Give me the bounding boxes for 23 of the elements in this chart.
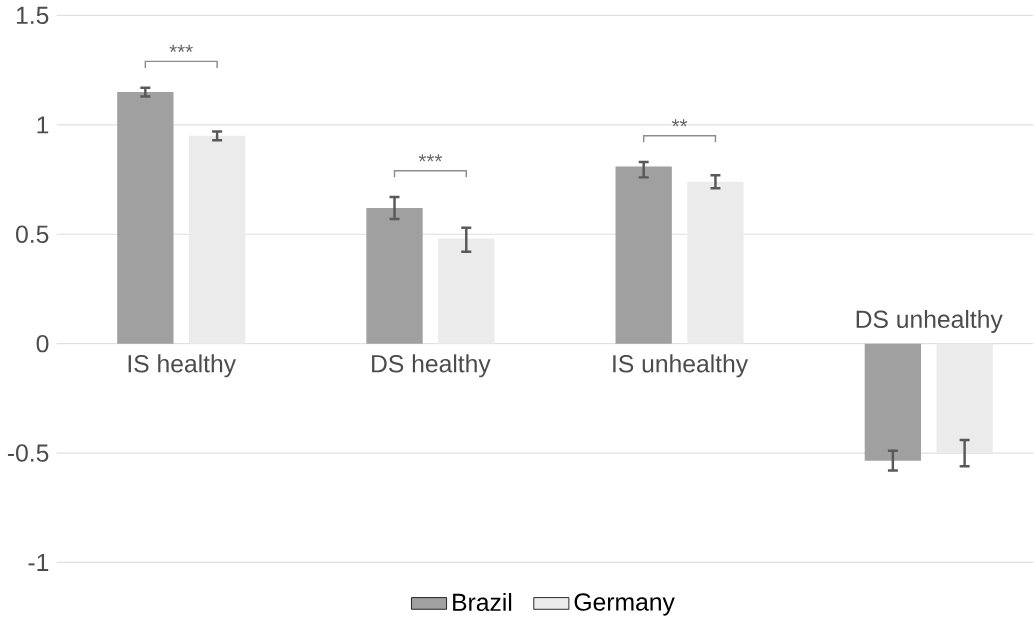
bar — [188, 135, 246, 344]
x-tick-label: IS unhealthy — [613, 354, 749, 378]
bar — [864, 343, 922, 461]
annotation: ** — [671, 119, 688, 127]
y-tick-label: -1 — [28, 553, 49, 571]
y-tick-label: -0.5 — [7, 444, 49, 462]
bar — [936, 343, 993, 453]
bar — [438, 238, 495, 344]
y-tick-label: 0 — [36, 334, 49, 353]
x-tick-label: DS unhealthy — [856, 309, 1003, 333]
x-tick-label: DS healthy — [372, 354, 491, 378]
y-tick-label: 1.5 — [16, 6, 49, 24]
bar — [366, 207, 423, 344]
annotation: *** — [169, 44, 193, 52]
legend-label: Brazil — [453, 592, 512, 611]
bar — [117, 91, 174, 344]
legend-label: Germany — [574, 593, 675, 616]
y-tick-label: 0.5 — [16, 225, 49, 243]
bar — [687, 181, 744, 344]
annotation: *** — [418, 154, 443, 162]
x-tick-label: IS healthy — [128, 354, 237, 378]
bar — [615, 166, 672, 344]
y-tick-label: 1 — [37, 116, 49, 134]
